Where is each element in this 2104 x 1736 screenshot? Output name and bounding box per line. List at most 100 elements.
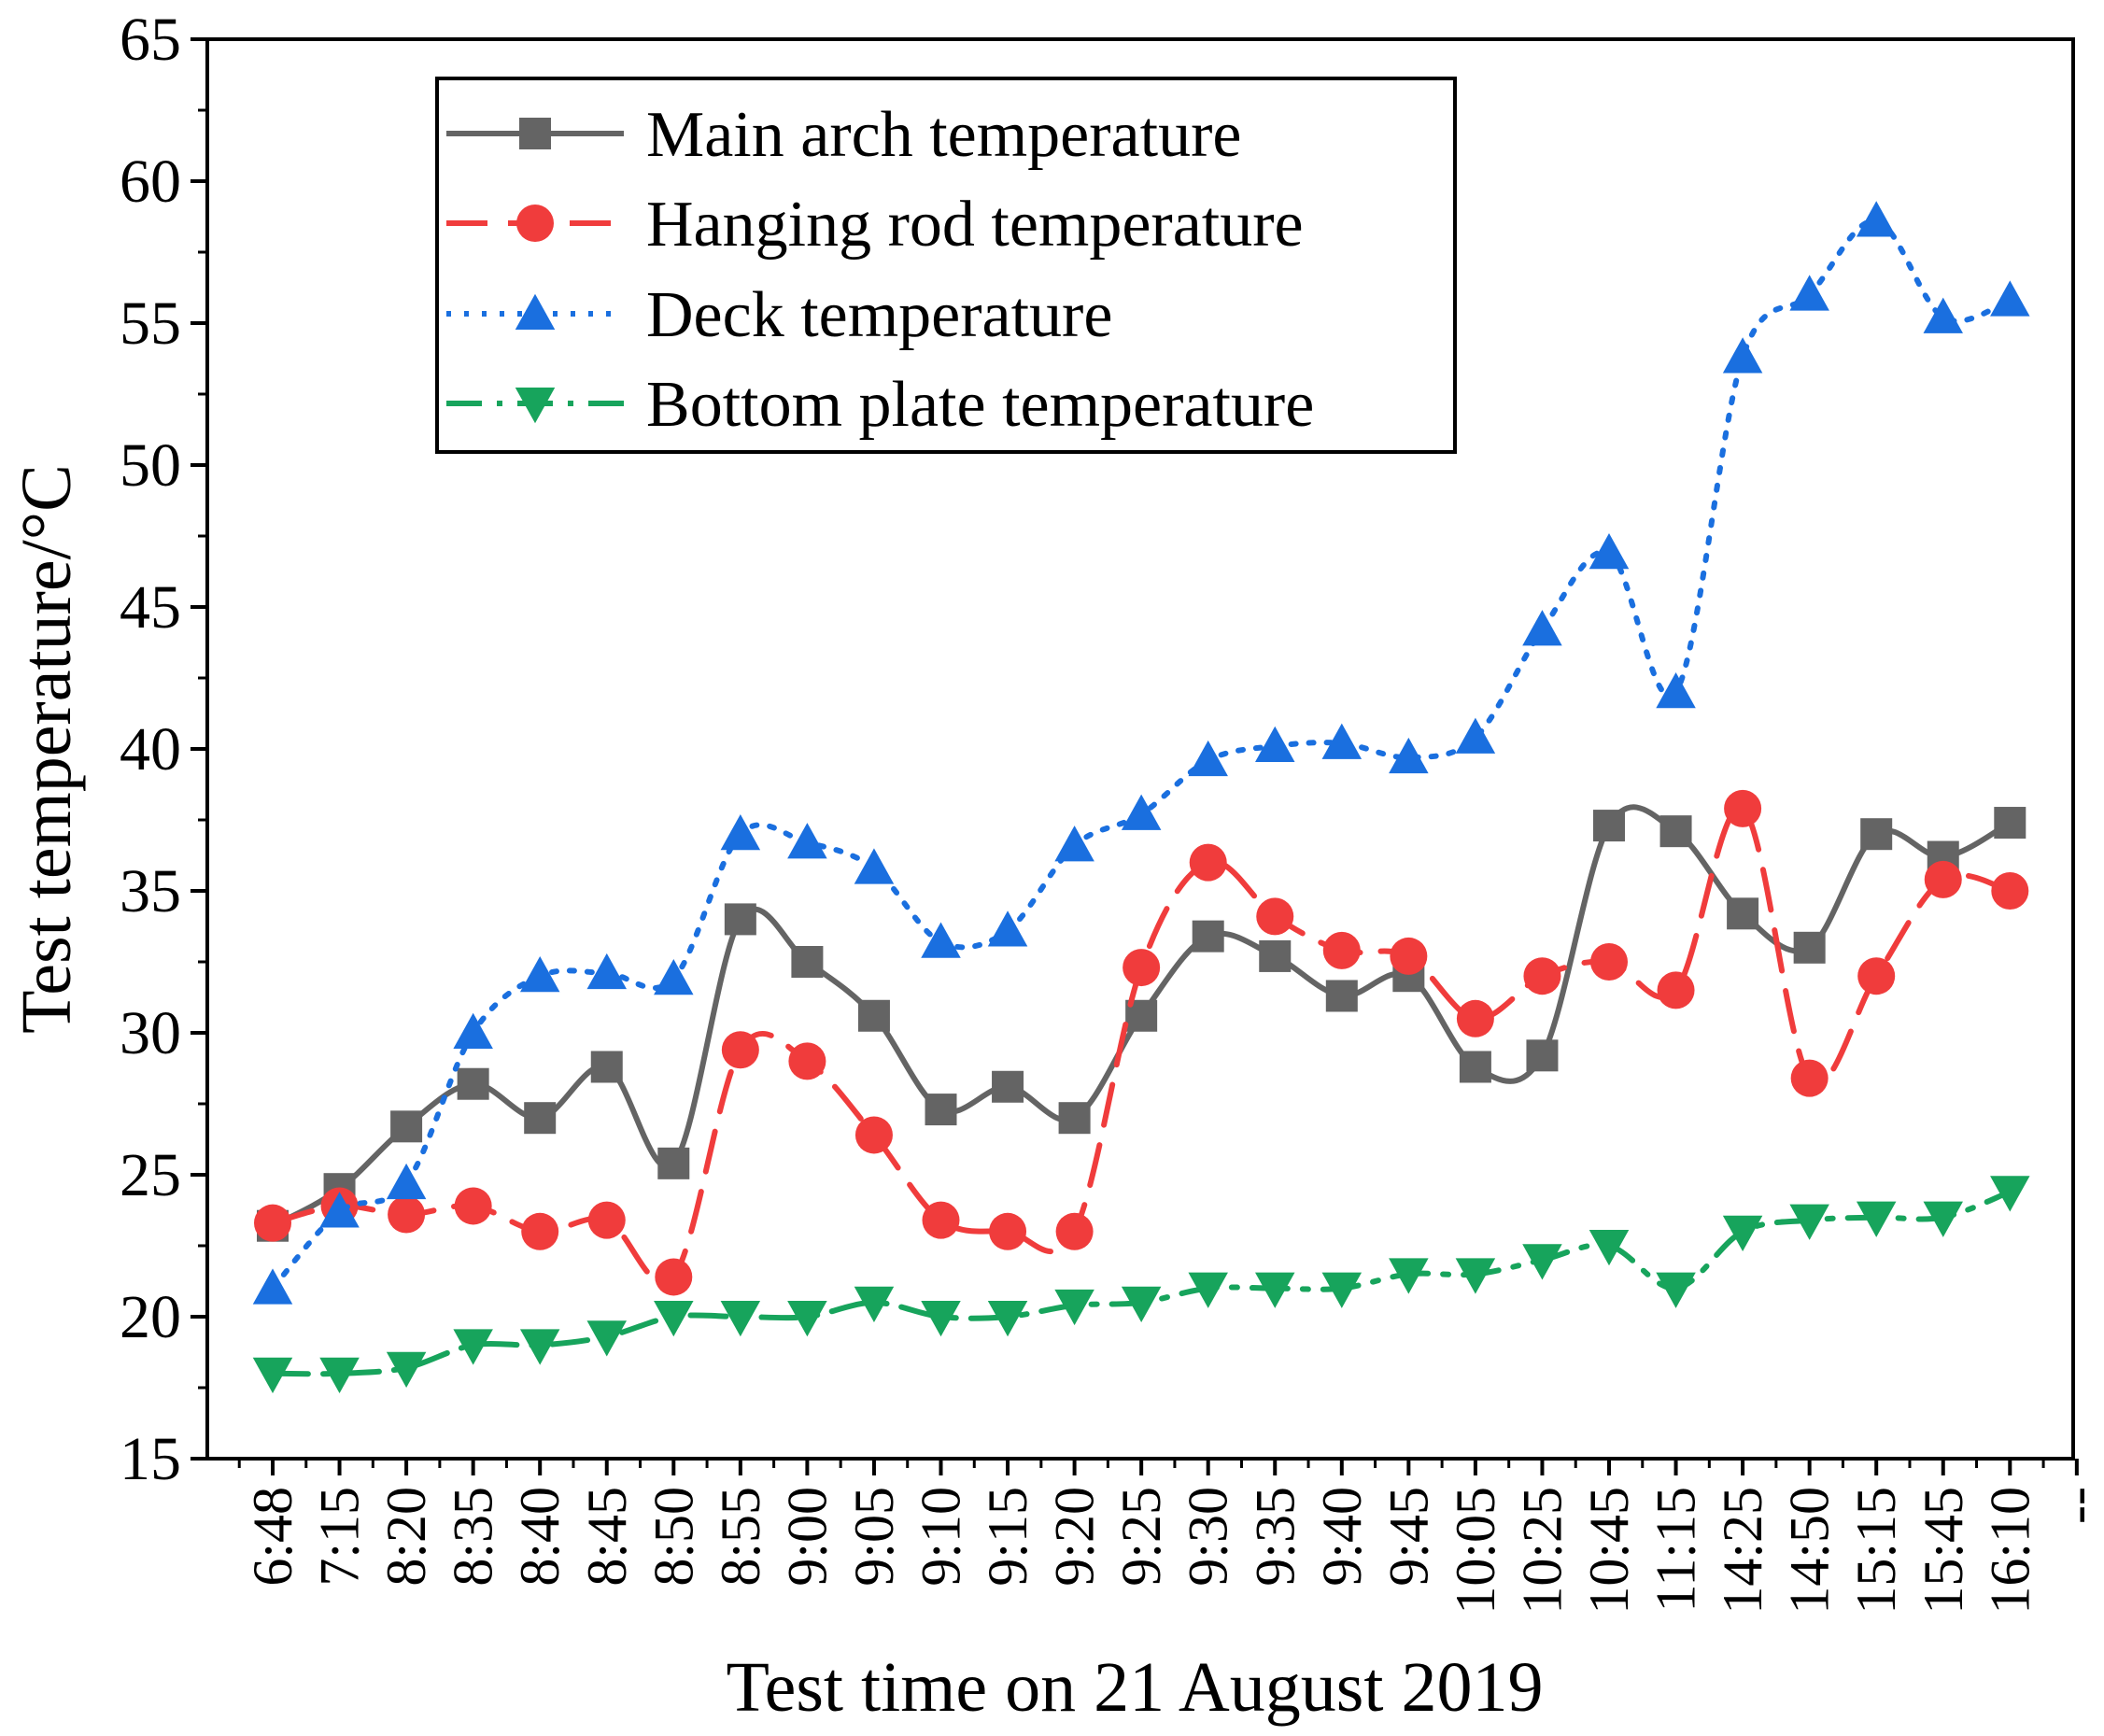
data-point-circle	[854, 1116, 893, 1154]
x-tick-label: 9:10	[911, 1487, 972, 1587]
data-point-triangle-down	[854, 1286, 895, 1323]
data-point-square	[590, 1051, 623, 1083]
data-point-circle	[388, 1195, 426, 1234]
x-tick-label: 10:45	[1578, 1487, 1640, 1615]
x-tick-label: 7:15	[309, 1487, 371, 1587]
y-tick-label: 35	[120, 857, 181, 925]
y-tick-label: 40	[120, 715, 181, 783]
y-tick-label: 55	[120, 289, 181, 358]
data-point-triangle-up	[386, 1163, 427, 1200]
y-axis-title: Test temperature/°C	[7, 464, 86, 1034]
data-point-circle	[1657, 971, 1695, 1009]
y-tick-label: 45	[120, 573, 181, 642]
data-point-circle	[1055, 1212, 1094, 1250]
data-point-triangle-down	[519, 1329, 560, 1365]
data-point-triangle-down	[1321, 1272, 1363, 1308]
data-point-triangle-up	[1255, 726, 1295, 762]
data-point-triangle-down	[1389, 1258, 1429, 1294]
x-tick-label: 14:25	[1712, 1487, 1773, 1615]
data-point-circle	[1456, 999, 1494, 1037]
y-tick-label: 65	[120, 6, 181, 74]
legend-label: Main arch temperature	[646, 99, 1241, 171]
data-point-triangle-down	[921, 1301, 961, 1337]
data-point-triangle-up	[1856, 201, 1897, 237]
x-tick-label: 8:35	[443, 1487, 504, 1587]
x-tick-label: 14:50	[1779, 1487, 1841, 1615]
data-point-triangle-up	[1990, 280, 2030, 317]
data-point-circle	[1256, 897, 1294, 936]
data-point-square	[1325, 980, 1358, 1012]
data-point-triangle-down	[1856, 1201, 1897, 1237]
data-point-circle	[788, 1042, 826, 1080]
data-point-triangle-down	[987, 1301, 1028, 1337]
data-point-triangle-down	[515, 388, 556, 424]
y-tick-label: 60	[120, 148, 181, 216]
data-point-triangle-down	[1722, 1215, 1763, 1252]
x-axis-title: Test time on 21 August 2019	[726, 1648, 1543, 1727]
data-point-triangle-down	[1455, 1258, 1496, 1294]
data-point-triangle-down	[1990, 1176, 2030, 1212]
data-point-triangle-up	[519, 955, 560, 993]
data-point-square	[1259, 939, 1292, 972]
y-tick-label: 20	[120, 1283, 181, 1351]
legend-label: Bottom plate temperature	[646, 369, 1314, 441]
data-point-triangle-down	[1188, 1272, 1228, 1308]
data-point-circle	[721, 1031, 759, 1069]
data-point-circle	[1857, 957, 1896, 995]
x-tick-label: 8:40	[509, 1487, 571, 1587]
data-point-circle	[1724, 789, 1762, 827]
data-point-square	[519, 118, 551, 149]
x-tick-label: 10:05	[1445, 1487, 1506, 1615]
data-point-triangle-up	[319, 1192, 360, 1228]
legend-box	[435, 77, 1457, 454]
data-point-triangle-down	[319, 1357, 360, 1394]
data-point-circle	[516, 205, 554, 242]
data-point-triangle-up	[921, 922, 961, 958]
x-tick-label: 9:25	[1110, 1487, 1172, 1587]
data-point-triangle-down	[1054, 1289, 1094, 1326]
data-point-triangle-down	[787, 1301, 827, 1337]
data-point-triangle-up	[1722, 337, 1763, 374]
data-point-square	[992, 1070, 1024, 1103]
data-point-triangle-up	[453, 1012, 493, 1049]
data-point-triangle-up	[1656, 671, 1696, 709]
data-point-triangle-up	[1589, 532, 1630, 570]
data-point-circle	[521, 1212, 559, 1250]
data-point-triangle-up	[1188, 740, 1228, 777]
data-point-triangle-down	[1255, 1272, 1295, 1308]
data-point-circle	[1322, 931, 1361, 969]
data-point-triangle-up	[1054, 826, 1094, 862]
data-point-triangle-up	[854, 848, 895, 884]
series-4	[252, 1176, 2030, 1394]
x-tick-label: 9:40	[1311, 1487, 1373, 1587]
y-tick-label: 15	[120, 1425, 181, 1493]
x-tick-label: 15:45	[1913, 1487, 1974, 1615]
series-line	[270, 218, 2013, 1291]
data-point-square	[657, 1147, 690, 1179]
data-point-triangle-up	[586, 953, 627, 990]
legend: Main arch temperature Hanging rod tempera…	[435, 77, 1457, 454]
data-point-triangle-up	[515, 293, 556, 330]
data-point-triangle-up	[1121, 794, 1162, 830]
data-point-triangle-down	[654, 1301, 694, 1337]
data-point-circle	[922, 1201, 960, 1239]
data-point-circle	[1523, 957, 1561, 995]
x-tick-label: 9:45	[1377, 1487, 1439, 1587]
y-tick-label: 50	[120, 431, 181, 500]
y-tick-label: 25	[120, 1141, 181, 1209]
data-point-square	[390, 1110, 423, 1143]
data-point-triangle-up	[1789, 275, 1829, 311]
x-tick-label: 11:15	[1645, 1487, 1707, 1612]
x-tick-label: --	[2046, 1487, 2104, 1524]
data-point-circle	[1991, 872, 2029, 910]
x-tick-label: 8:45	[576, 1487, 638, 1587]
x-tick-label: 10:25	[1511, 1487, 1573, 1615]
data-point-square	[857, 999, 890, 1032]
x-tick-label: 8:50	[642, 1487, 704, 1587]
data-point-triangle-down	[1789, 1204, 1829, 1240]
data-point-triangle-up	[720, 813, 761, 851]
data-point-square	[724, 903, 756, 936]
